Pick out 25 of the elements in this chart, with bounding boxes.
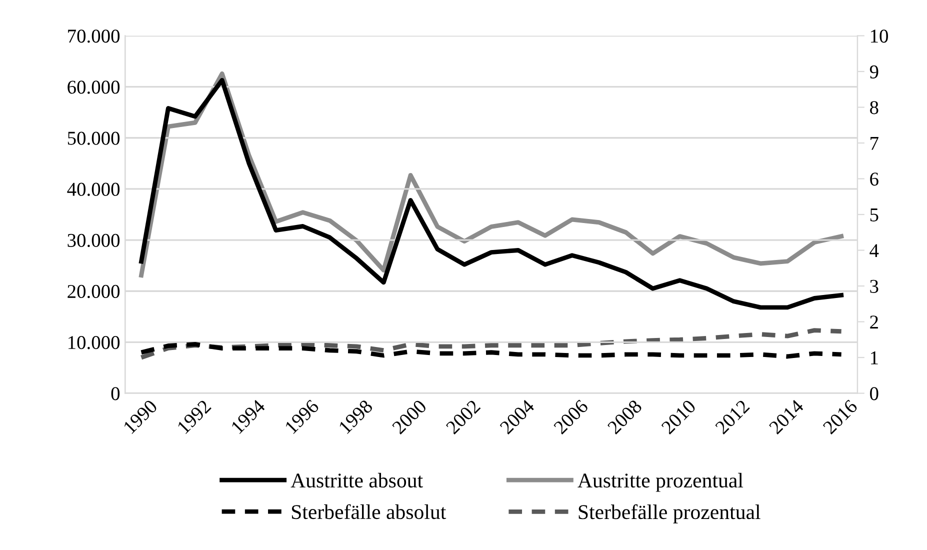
- y-tick-label: 30.000: [68, 234, 120, 248]
- y2-tick-label: 8: [870, 101, 878, 114]
- legend-label: Sterbefälle absolut: [292, 504, 446, 520]
- y2-tick-label: 5: [870, 208, 878, 222]
- legend-label: Austritte absout: [290, 472, 423, 488]
- y2-tick-label: 2: [870, 316, 878, 328]
- y2-tick-label: 1: [870, 351, 878, 364]
- y2-tick-label: 10: [870, 30, 888, 43]
- y-tick-label: 50.000: [68, 132, 120, 145]
- line-series: [139, 71, 844, 278]
- y2-tick-label: 7: [870, 137, 878, 150]
- legend-label: Sterbefälle prozentual: [578, 504, 760, 524]
- y-tick-label: 20.000: [68, 284, 120, 298]
- line-series: [139, 78, 844, 310]
- y2-tick-label: 9: [870, 65, 878, 78]
- y2-tick-label: 6: [870, 172, 878, 186]
- y-tick-label: 40.000: [67, 182, 120, 196]
- y-tick-label: 10.000: [68, 336, 120, 350]
- y2-tick-label: 3: [870, 280, 878, 293]
- y2-tick-label: 4: [870, 244, 879, 257]
- y-tick-label: 0: [111, 387, 120, 400]
- y-tick-label: 60.000: [68, 80, 120, 94]
- y2-tick-label: 0: [870, 387, 878, 400]
- y-tick-label: 70.000: [68, 30, 120, 43]
- legend-label: Austritte prozentual: [578, 472, 744, 492]
